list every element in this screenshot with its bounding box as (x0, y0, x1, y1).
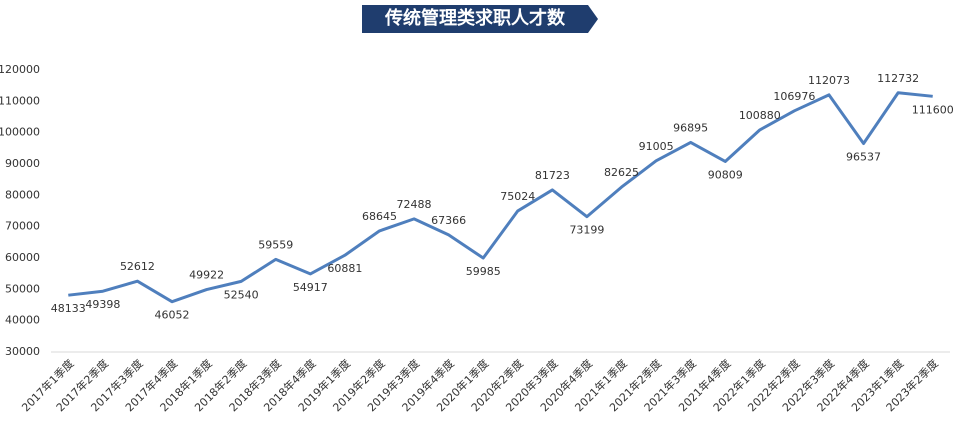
data-label: 91005 (639, 140, 674, 153)
data-label: 46052 (155, 309, 190, 322)
data-label: 49922 (189, 269, 224, 282)
data-label: 52540 (224, 288, 259, 301)
title-banner (362, 5, 598, 33)
data-label: 111600 (912, 103, 954, 116)
data-label: 59985 (466, 265, 501, 278)
y-tick-label: 50000 (5, 282, 40, 295)
y-tick-label: 100000 (0, 126, 40, 139)
data-label: 49398 (85, 298, 120, 311)
data-label: 112732 (877, 72, 919, 85)
y-tick-label: 40000 (5, 314, 40, 327)
data-label: 96895 (673, 121, 708, 134)
y-tick-label: 110000 (0, 94, 40, 107)
data-label: 112073 (808, 74, 850, 87)
line (68, 91, 933, 304)
y-tick-label: 60000 (5, 251, 40, 264)
y-tick-label: 90000 (5, 157, 40, 170)
data-label: 73199 (569, 224, 604, 237)
data-label: 52612 (120, 260, 155, 273)
data-label: 90809 (708, 168, 743, 181)
data-label: 72488 (397, 198, 432, 211)
y-tick-label: 70000 (5, 220, 40, 233)
y-tick-label: 30000 (5, 345, 40, 358)
data-label: 59559 (258, 238, 293, 251)
data-label: 82625 (604, 166, 639, 179)
data-label: 96537 (846, 151, 881, 164)
data-label: 67366 (431, 214, 466, 227)
data-label: 106976 (773, 90, 815, 103)
data-label: 54917 (293, 281, 328, 294)
data-label: 81723 (535, 169, 570, 182)
y-tick-label: 120000 (0, 63, 40, 76)
data-label: 68645 (362, 210, 397, 223)
chart-title: 传统管理类求职人才数 (384, 7, 566, 29)
data-label: 48133 (51, 302, 86, 315)
data-label: 100880 (739, 109, 781, 122)
data-label: 75024 (500, 190, 535, 203)
y-tick-label: 80000 (5, 188, 40, 201)
data-label: 60881 (327, 262, 362, 275)
